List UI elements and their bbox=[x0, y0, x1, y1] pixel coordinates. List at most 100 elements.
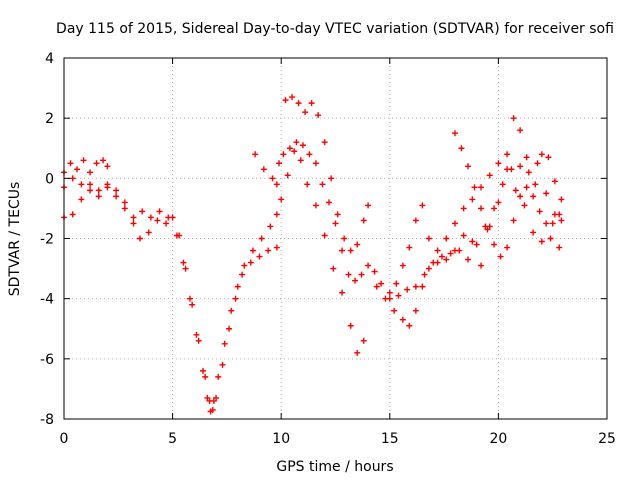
data-point bbox=[425, 265, 432, 272]
plot-frame bbox=[63, 57, 608, 420]
data-point bbox=[371, 268, 378, 275]
data-point bbox=[412, 283, 419, 290]
data-point bbox=[365, 202, 372, 209]
data-point bbox=[556, 244, 563, 251]
data-series bbox=[61, 181, 280, 413]
data-point bbox=[443, 256, 450, 263]
data-point bbox=[67, 160, 74, 167]
data-point bbox=[226, 325, 233, 332]
data-point bbox=[87, 169, 94, 176]
data-point bbox=[273, 211, 280, 218]
data-point bbox=[130, 214, 137, 221]
data-point bbox=[87, 181, 94, 188]
data-point bbox=[332, 220, 339, 227]
data-point bbox=[530, 193, 537, 200]
data-point bbox=[512, 187, 519, 194]
data-point bbox=[534, 160, 541, 167]
data-point bbox=[393, 280, 400, 287]
data-point bbox=[523, 184, 530, 191]
data-point bbox=[365, 262, 372, 269]
data-point bbox=[443, 235, 450, 242]
data-point bbox=[278, 196, 285, 203]
data-point bbox=[193, 331, 200, 338]
x-tick-label: 0 bbox=[60, 431, 69, 447]
data-point bbox=[551, 178, 558, 185]
data-point bbox=[200, 367, 207, 374]
data-point bbox=[113, 187, 120, 194]
data-series bbox=[373, 160, 563, 329]
data-point bbox=[289, 94, 296, 101]
data-point bbox=[297, 157, 304, 164]
data-point bbox=[451, 130, 458, 137]
data-point bbox=[549, 220, 556, 227]
data-point bbox=[464, 256, 471, 263]
data-point bbox=[438, 253, 445, 260]
data-point bbox=[495, 199, 502, 206]
data-point bbox=[163, 220, 170, 227]
data-point bbox=[280, 151, 287, 158]
data-point bbox=[156, 208, 163, 215]
data-point bbox=[308, 100, 315, 107]
data-point bbox=[265, 247, 272, 254]
data-point bbox=[399, 316, 406, 323]
x-tick-label: 20 bbox=[489, 431, 507, 447]
data-point bbox=[241, 262, 248, 269]
data-point bbox=[497, 253, 504, 260]
data-point bbox=[558, 196, 565, 203]
data-point bbox=[302, 109, 309, 116]
data-point bbox=[404, 286, 411, 293]
data-point bbox=[232, 295, 239, 302]
data-point bbox=[510, 217, 517, 224]
data-point bbox=[195, 337, 202, 344]
y-tick-label: -8 bbox=[40, 412, 54, 428]
data-point bbox=[249, 247, 256, 254]
data-point bbox=[176, 232, 183, 239]
data-point bbox=[286, 145, 293, 152]
data-point bbox=[273, 181, 280, 188]
data-point bbox=[460, 205, 467, 212]
data-point bbox=[113, 193, 120, 200]
data-point bbox=[295, 100, 302, 107]
data-point bbox=[154, 217, 161, 224]
data-point bbox=[206, 397, 213, 404]
data-point bbox=[391, 307, 398, 314]
data-point bbox=[215, 373, 222, 380]
data-point bbox=[325, 199, 332, 206]
data-point bbox=[525, 169, 532, 176]
data-point bbox=[543, 190, 550, 197]
chart-title: Day 115 of 2015, Sidereal Day-to-day VTE… bbox=[56, 21, 614, 37]
data-point bbox=[464, 163, 471, 170]
data-point bbox=[517, 193, 524, 200]
data-point bbox=[104, 181, 111, 188]
data-point bbox=[504, 244, 511, 251]
data-point bbox=[469, 238, 476, 245]
data-point bbox=[395, 292, 402, 299]
data-point bbox=[341, 235, 348, 242]
data-point bbox=[328, 175, 335, 182]
data-point bbox=[458, 145, 465, 152]
data-point bbox=[282, 97, 289, 104]
data-point bbox=[523, 154, 530, 161]
data-point bbox=[360, 337, 367, 344]
data-point bbox=[100, 157, 107, 164]
data-point bbox=[315, 112, 322, 119]
data-series bbox=[386, 115, 565, 302]
data-point bbox=[252, 151, 259, 158]
data-point bbox=[267, 223, 274, 230]
x-tick-label: 10 bbox=[272, 431, 290, 447]
data-point bbox=[556, 211, 563, 218]
data-point bbox=[321, 139, 328, 146]
data-point bbox=[209, 406, 216, 413]
data-point bbox=[504, 166, 511, 173]
y-tick-label: -4 bbox=[40, 292, 54, 308]
data-points bbox=[61, 94, 565, 415]
data-point bbox=[373, 283, 380, 290]
data-point bbox=[78, 181, 85, 188]
data-point bbox=[412, 217, 419, 224]
data-point bbox=[478, 184, 485, 191]
data-point bbox=[182, 265, 189, 272]
data-point bbox=[543, 220, 550, 227]
data-point bbox=[87, 187, 94, 194]
